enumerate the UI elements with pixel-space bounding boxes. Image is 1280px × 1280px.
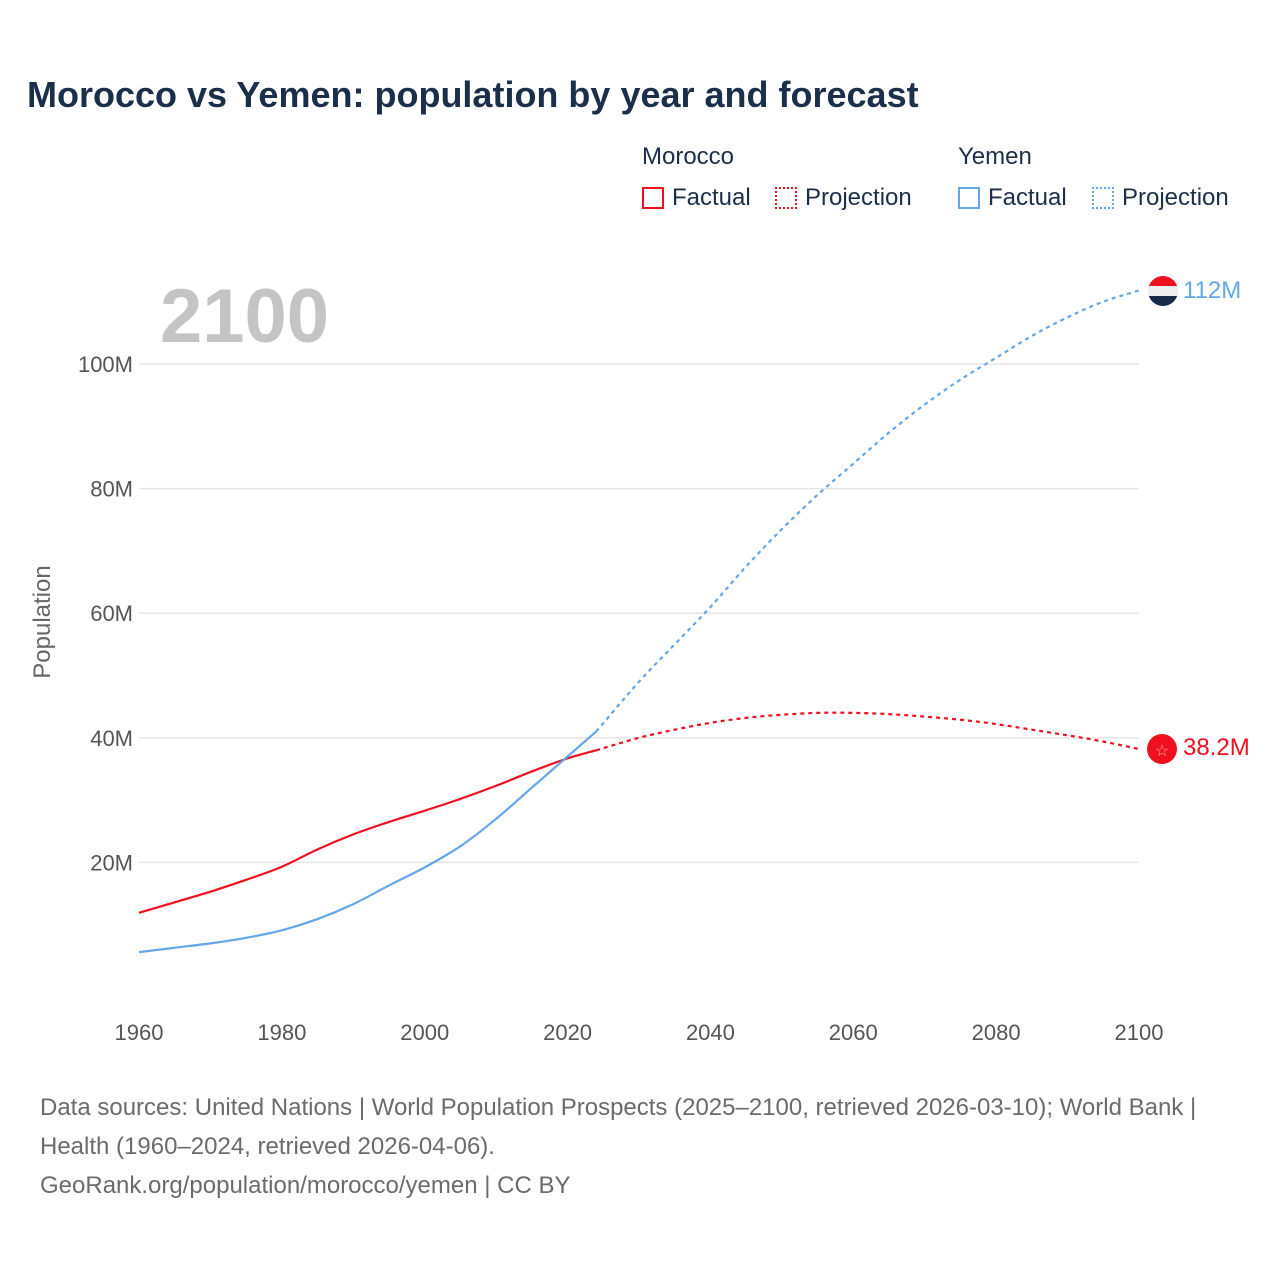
legend-label: Projection [1122, 184, 1229, 211]
morocco-factual-line [138, 749, 597, 914]
attribution-link[interactable]: GeoRank.org/population/morocco/yemen | C… [40, 1172, 571, 1199]
yemen-end-label: 112M [1183, 277, 1241, 304]
y-tick-label: 100M [78, 352, 133, 377]
legend-morocco-factual[interactable]: Factual [642, 184, 751, 212]
morocco-projection-line [595, 711, 1140, 752]
yemen-factual-line [138, 730, 597, 954]
y-tick-label: 40M [90, 726, 133, 751]
yemen-projection-line [595, 289, 1140, 733]
y-tick-label: 80M [90, 477, 133, 502]
legend-group-yemen: Yemen [958, 143, 1032, 170]
legend-label: Factual [988, 184, 1067, 211]
legend-swatch-solid-red [642, 187, 664, 209]
legend-morocco-projection[interactable]: Projection [775, 184, 912, 212]
x-tick-label: 2060 [829, 1020, 878, 1045]
x-tick-label: 1960 [115, 1020, 164, 1045]
year-watermark: 2100 [160, 274, 329, 359]
chart-area: 2100 20M 40M 60M 80M 100M 1960 1980 2000 2020 20… [29, 274, 1250, 1045]
x-tick-label: 2000 [400, 1020, 449, 1045]
data-sources: Data sources: United Nations | World Pop… [40, 1094, 1197, 1160]
footer: Data sources: United Nations | World Pop… [40, 1088, 1240, 1205]
morocco-end-marker: ☆ [1147, 734, 1177, 764]
morocco-end-label: 38.2M [1183, 734, 1250, 761]
legend-yemen-projection[interactable]: Projection [1092, 184, 1229, 212]
chart-title: Morocco vs Yemen: population by year and… [27, 74, 919, 115]
legend-group-morocco: Morocco [642, 143, 735, 170]
x-tick-label: 1980 [257, 1020, 306, 1045]
y-axis-label: Population [29, 565, 56, 678]
legend-label: Factual [672, 184, 751, 211]
y-tick-label: 60M [90, 601, 133, 626]
legend-swatch-dotted-red [775, 187, 797, 209]
y-tick-label: 20M [90, 850, 133, 875]
star-icon: ☆ [1155, 743, 1169, 760]
legend-label: Projection [805, 184, 912, 211]
x-tick-label: 2100 [1115, 1020, 1164, 1045]
legend-swatch-dotted-blue [1092, 187, 1114, 209]
flag-stripe-white [1148, 286, 1178, 296]
flag-stripe-red [1148, 276, 1178, 286]
legend-yemen-factual[interactable]: Factual [958, 184, 1067, 212]
yemen-end-marker [1148, 276, 1178, 306]
flag-circle [1147, 734, 1177, 764]
x-tick-label: 2080 [972, 1020, 1021, 1045]
x-tick-label: 2040 [686, 1020, 735, 1045]
flag-stripe-navy [1148, 296, 1178, 306]
x-tick-label: 2020 [543, 1020, 592, 1045]
legend-swatch-solid-blue [958, 187, 980, 209]
